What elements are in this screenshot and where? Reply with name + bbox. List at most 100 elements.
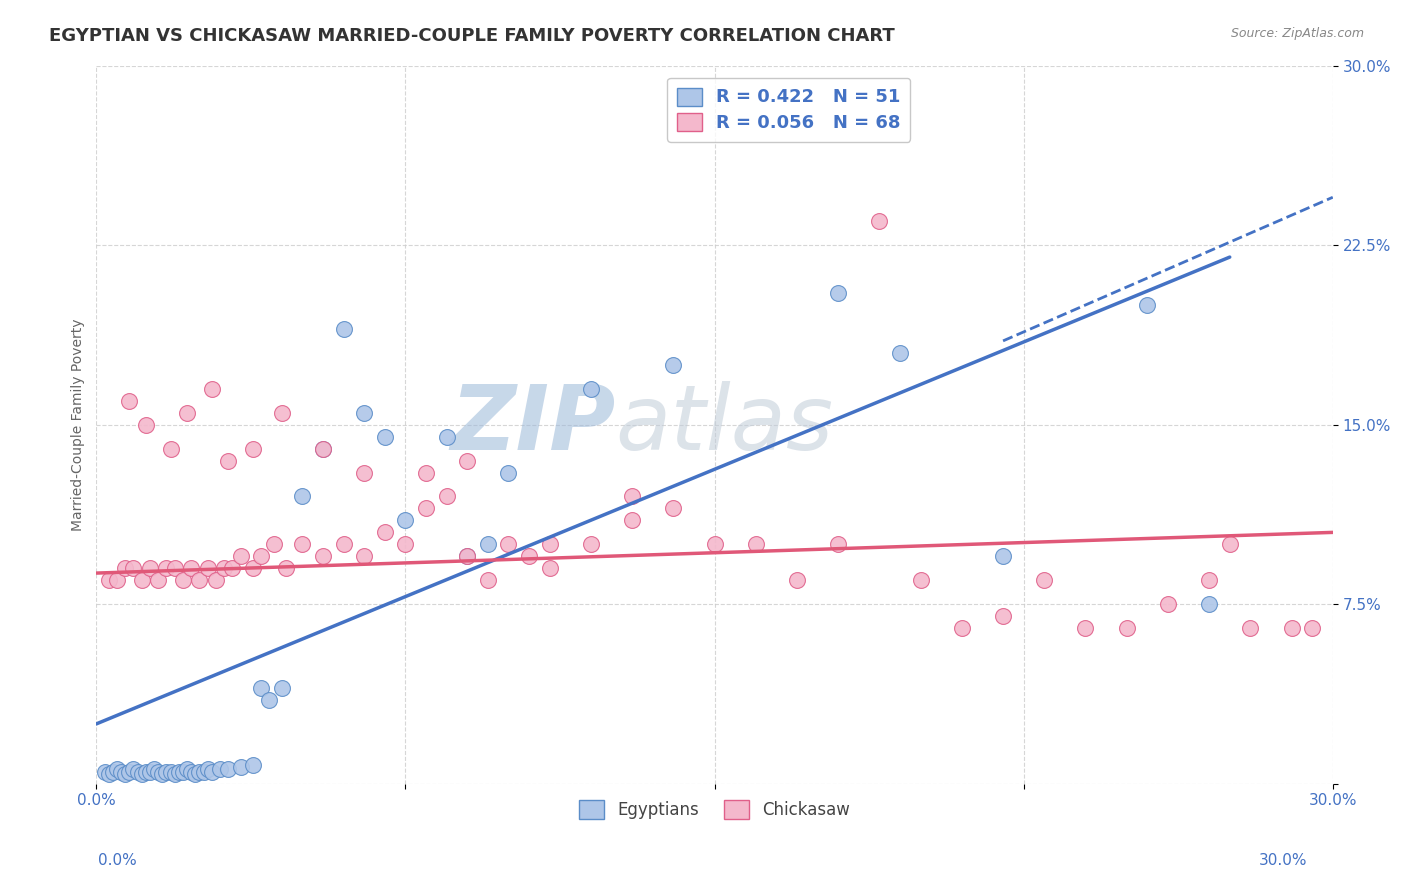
Point: [703, 537, 725, 551]
Point: [146, 574, 169, 588]
Point: [176, 406, 198, 420]
Point: [139, 764, 162, 779]
Point: [159, 764, 181, 779]
Point: [1115, 621, 1137, 635]
Point: [212, 561, 235, 575]
Point: [579, 537, 602, 551]
Point: [263, 537, 285, 551]
Point: [143, 763, 166, 777]
Point: [332, 322, 354, 336]
Point: [517, 549, 540, 564]
Point: [193, 764, 215, 779]
Point: [889, 346, 911, 360]
Point: [274, 561, 297, 575]
Point: [415, 466, 437, 480]
Point: [312, 442, 335, 456]
Point: [176, 763, 198, 777]
Point: [221, 561, 243, 575]
Point: [172, 574, 194, 588]
Text: Source: ZipAtlas.com: Source: ZipAtlas.com: [1230, 27, 1364, 40]
Point: [139, 561, 162, 575]
Point: [538, 537, 561, 551]
Point: [163, 561, 186, 575]
Point: [498, 466, 520, 480]
Point: [250, 681, 273, 695]
Point: [786, 574, 808, 588]
Point: [579, 382, 602, 396]
Point: [205, 574, 228, 588]
Point: [1157, 597, 1180, 611]
Point: [498, 537, 520, 551]
Text: ZIP: ZIP: [450, 381, 616, 468]
Point: [167, 764, 190, 779]
Point: [436, 490, 458, 504]
Point: [217, 763, 239, 777]
Point: [353, 466, 375, 480]
Point: [150, 767, 173, 781]
Point: [827, 537, 849, 551]
Point: [477, 574, 499, 588]
Point: [662, 501, 685, 516]
Point: [1301, 621, 1323, 635]
Point: [229, 760, 252, 774]
Point: [188, 764, 211, 779]
Point: [270, 681, 292, 695]
Point: [110, 764, 132, 779]
Point: [159, 442, 181, 456]
Point: [394, 513, 416, 527]
Point: [312, 442, 335, 456]
Point: [291, 490, 314, 504]
Point: [163, 767, 186, 781]
Y-axis label: Married-Couple Family Poverty: Married-Couple Family Poverty: [72, 318, 86, 531]
Point: [180, 561, 202, 575]
Point: [105, 763, 128, 777]
Text: atlas: atlas: [616, 381, 834, 468]
Point: [456, 549, 478, 564]
Point: [1239, 621, 1261, 635]
Point: [1198, 574, 1220, 588]
Point: [1219, 537, 1241, 551]
Point: [1198, 597, 1220, 611]
Point: [172, 764, 194, 779]
Point: [93, 764, 115, 779]
Point: [188, 574, 211, 588]
Point: [259, 693, 281, 707]
Point: [127, 764, 149, 779]
Point: [184, 767, 207, 781]
Point: [291, 537, 314, 551]
Point: [122, 763, 145, 777]
Point: [97, 574, 120, 588]
Point: [1136, 298, 1159, 312]
Point: [353, 549, 375, 564]
Point: [242, 561, 264, 575]
Point: [456, 549, 478, 564]
Point: [131, 574, 153, 588]
Point: [229, 549, 252, 564]
Point: [621, 513, 644, 527]
Point: [456, 453, 478, 467]
Point: [538, 561, 561, 575]
Point: [374, 430, 396, 444]
Point: [201, 764, 224, 779]
Point: [201, 382, 224, 396]
Point: [180, 764, 202, 779]
Point: [312, 549, 335, 564]
Point: [745, 537, 768, 551]
Legend: Egyptians, Chickasaw: Egyptians, Chickasaw: [572, 794, 856, 826]
Point: [270, 406, 292, 420]
Point: [131, 767, 153, 781]
Point: [118, 393, 141, 408]
Point: [197, 561, 219, 575]
Point: [208, 763, 231, 777]
Point: [155, 561, 177, 575]
Point: [868, 214, 890, 228]
Point: [1033, 574, 1056, 588]
Point: [155, 764, 177, 779]
Point: [991, 549, 1014, 564]
Point: [662, 358, 685, 372]
Point: [250, 549, 273, 564]
Point: [415, 501, 437, 516]
Point: [332, 537, 354, 551]
Point: [242, 757, 264, 772]
Point: [135, 764, 157, 779]
